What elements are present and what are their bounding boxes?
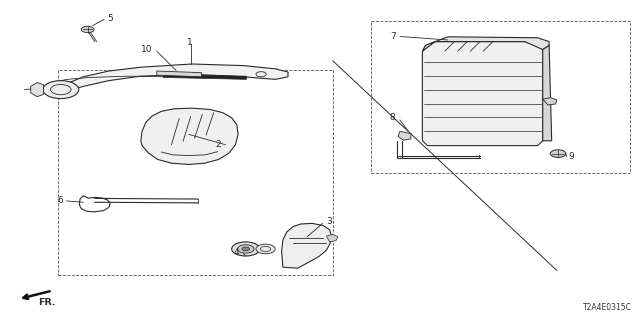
Text: 10: 10	[141, 45, 152, 54]
Text: 6: 6	[57, 196, 63, 205]
Polygon shape	[543, 98, 557, 105]
Polygon shape	[398, 131, 411, 140]
Polygon shape	[422, 37, 549, 51]
Circle shape	[232, 242, 260, 256]
Polygon shape	[157, 71, 202, 77]
Text: 2: 2	[215, 140, 221, 149]
Text: 8: 8	[390, 113, 396, 122]
Circle shape	[43, 81, 79, 99]
Text: 4: 4	[234, 248, 239, 257]
Circle shape	[242, 247, 250, 251]
Text: 7: 7	[390, 32, 396, 41]
Text: 3: 3	[326, 217, 332, 226]
Text: T2A4E0315C: T2A4E0315C	[584, 303, 632, 312]
Circle shape	[256, 244, 275, 254]
Polygon shape	[543, 45, 552, 141]
Text: 1: 1	[187, 38, 193, 47]
Polygon shape	[58, 64, 288, 94]
Polygon shape	[326, 234, 338, 242]
Polygon shape	[141, 108, 238, 164]
Polygon shape	[282, 223, 332, 268]
Polygon shape	[163, 74, 246, 79]
Text: 9: 9	[568, 152, 574, 161]
Circle shape	[550, 150, 566, 157]
Text: 5: 5	[108, 14, 113, 23]
Ellipse shape	[165, 145, 181, 149]
Polygon shape	[422, 42, 543, 146]
Circle shape	[237, 245, 254, 253]
Text: FR.: FR.	[38, 298, 56, 307]
Circle shape	[81, 26, 94, 33]
Polygon shape	[31, 83, 44, 97]
